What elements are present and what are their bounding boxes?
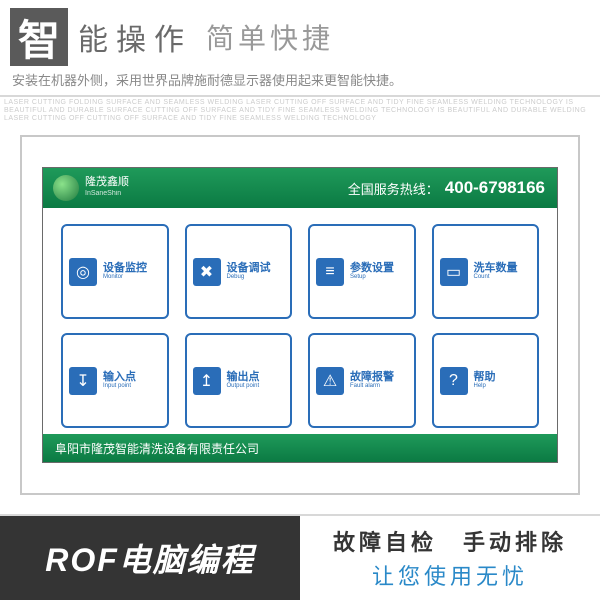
hmi-header: 隆茂鑫顺 InSaneShin 全国服务热线： 400-6798166 — [43, 168, 557, 208]
bottom-right: 故障自检 手动排除 让您使用无忧 — [300, 516, 600, 600]
header-smallprint: LASER CUTTING FOLDING SURFACE AND SEAMLE… — [0, 97, 600, 125]
brand-logo-icon — [53, 175, 79, 201]
hmi-button-icon: ? — [440, 367, 468, 395]
header-title1: 能操作 — [78, 15, 192, 59]
header-big-char: 智 — [10, 8, 68, 66]
hmi-button-label-cn: 设备监控 — [103, 262, 147, 274]
hmi-button-labels: 输出点Output point — [227, 371, 260, 390]
hmi-button-icon: ◎ — [69, 258, 97, 286]
hmi-button-4[interactable]: ↧ 输入点Input point — [61, 333, 169, 428]
hmi-button-label-cn: 故障报警 — [350, 371, 394, 383]
hmi-button-labels: 故障报警Fault alarm — [350, 371, 394, 390]
hmi-button-labels: 输入点Input point — [103, 371, 136, 390]
hmi-button-2[interactable]: ≡ 参数设置Setup — [308, 224, 416, 319]
header-subtitle: 安装在机器外侧，采用世界品牌施耐德显示器使用起来更智能快捷。 — [0, 70, 600, 93]
hotline-number: 400-6798166 — [445, 178, 545, 198]
hmi-panel: 隆茂鑫顺 InSaneShin 全国服务热线： 400-6798166 ◎ 设备监… — [42, 167, 558, 463]
hmi-button-6[interactable]: ⚠ 故障报警Fault alarm — [308, 333, 416, 428]
hmi-button-label-en: Output point — [227, 383, 260, 390]
hmi-button-icon: ▭ — [440, 258, 468, 286]
header-title2: 简单快捷 — [206, 17, 334, 57]
hmi-button-labels: 参数设置Setup — [350, 262, 394, 281]
hmi-button-labels: 洗车数量Count — [474, 262, 518, 281]
hmi-button-label-cn: 输出点 — [227, 371, 260, 383]
top-header: 智 能操作 简单快捷 — [0, 0, 600, 70]
hmi-button-label-cn: 设备调试 — [227, 262, 271, 274]
hmi-button-label-en: Monitor — [103, 274, 147, 281]
hotline-label: 全国服务热线： — [348, 179, 439, 198]
hmi-button-label-cn: 洗车数量 — [474, 262, 518, 274]
hmi-button-labels: 帮助Help — [474, 371, 496, 390]
hmi-button-5[interactable]: ↥ 输出点Output point — [185, 333, 293, 428]
hmi-button-icon: ⚠ — [316, 367, 344, 395]
hmi-button-label-en: Input point — [103, 383, 136, 390]
screen-frame: 隆茂鑫顺 InSaneShin 全国服务热线： 400-6798166 ◎ 设备监… — [20, 135, 580, 495]
hmi-button-label-en: Debug — [227, 274, 271, 281]
hmi-button-labels: 设备监控Monitor — [103, 262, 147, 281]
hmi-button-label-en: Setup — [350, 274, 394, 281]
hmi-button-1[interactable]: ✖ 设备调试Debug — [185, 224, 293, 319]
hmi-button-icon: ↥ — [193, 367, 221, 395]
hmi-button-icon: ≡ — [316, 258, 344, 286]
hmi-footer: 阜阳市隆茂智能清洗设备有限责任公司 — [43, 434, 557, 462]
hmi-button-0[interactable]: ◎ 设备监控Monitor — [61, 224, 169, 319]
hmi-button-icon: ↧ — [69, 367, 97, 395]
hmi-button-label-cn: 输入点 — [103, 371, 136, 383]
bottom-right-line1: 故障自检 手动排除 — [333, 525, 567, 557]
hmi-button-labels: 设备调试Debug — [227, 262, 271, 281]
brand-name: 隆茂鑫顺 InSaneShin — [85, 176, 129, 200]
brand-name-cn: 隆茂鑫顺 — [85, 176, 129, 188]
hmi-button-label-en: Help — [474, 383, 496, 390]
hmi-button-7[interactable]: ? 帮助Help — [432, 333, 540, 428]
hmi-button-3[interactable]: ▭ 洗车数量Count — [432, 224, 540, 319]
hmi-button-label-en: Fault alarm — [350, 383, 394, 390]
hmi-button-label-cn: 参数设置 — [350, 262, 394, 274]
bottom-left-title: ROF电脑编程 — [0, 516, 300, 600]
hmi-button-label-en: Count — [474, 274, 518, 281]
bottom-right-line2: 让您使用无忧 — [372, 559, 528, 591]
hmi-button-grid: ◎ 设备监控Monitor ✖ 设备调试Debug ≡ 参数设置Setup ▭ 洗车数量Cou… — [43, 208, 557, 434]
hmi-button-label-cn: 帮助 — [474, 371, 496, 383]
hmi-button-icon: ✖ — [193, 258, 221, 286]
bottom-block: ROF电脑编程 故障自检 手动排除 让您使用无忧 — [0, 516, 600, 600]
brand-name-en: InSaneShin — [85, 188, 129, 200]
